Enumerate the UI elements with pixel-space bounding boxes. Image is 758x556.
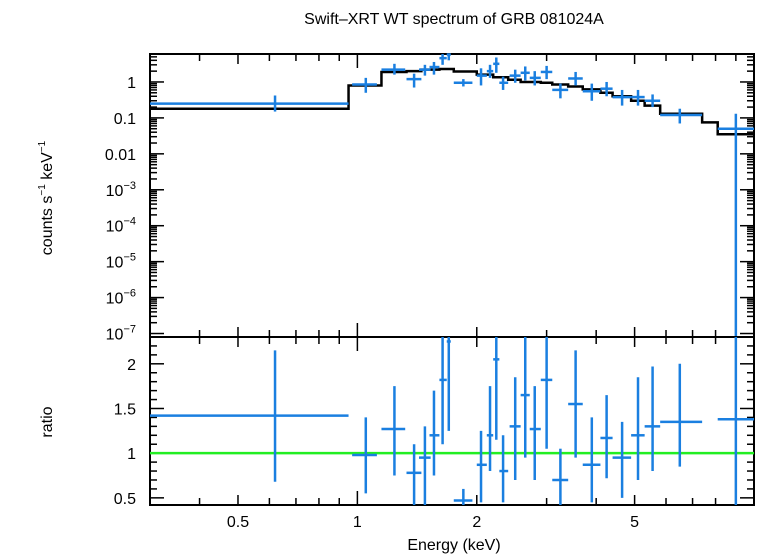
ratio-data-point [419,426,431,505]
spectrum-data-point [454,79,473,86]
spectrum-data-point [600,82,612,96]
ylabel-counts: counts s [39,196,56,256]
ratio-y-axis-label: ratio [39,406,56,437]
y-tick-label: 1 [127,75,136,92]
spectrum-data-point [660,109,702,124]
x-tick-label: 0.5 [227,514,249,531]
ratio-data-point [631,377,645,480]
ratio-data-point [493,337,499,440]
ratio-data-point [447,337,451,431]
spectrum-data-point [530,71,541,85]
spectrum-data-point [541,66,552,79]
spectrum-data-point [407,74,422,88]
spectrum-data-point [521,66,530,80]
chart-title: Swift–XRT WT spectrum of GRB 081024A [304,11,604,28]
y-tick-label: 10−3 [106,180,136,200]
spectrum-panel: 1 0.1 0.01 10−3 10−4 10−5 10−6 10−7 [105,54,754,344]
spectrum-data-point [477,68,487,85]
ratio-data-point [613,422,632,498]
y-tick-label: 10−4 [106,216,136,236]
spectrum-data-point [439,54,446,65]
ratio-data-point [568,350,583,457]
y-tick-label: 0.01 [105,147,136,164]
spectrum-data-point [493,57,499,72]
y-tick-label: 2 [127,357,136,374]
ratio-data-point [381,386,405,475]
y-tick-label: 0.5 [114,491,136,508]
ratio-data-point [352,417,377,493]
spectrum-data-point [583,84,601,101]
ratio-data-point [600,395,612,478]
y-tick-label: 1 [127,446,136,463]
ratio-data-point [439,337,446,444]
spectrum-data-point [568,72,583,85]
ratio-data-point [660,364,702,467]
ylabel-sup1: −1 [37,184,48,196]
x-tick-label: 2 [472,514,481,531]
y-tick-label: 0.1 [114,111,136,128]
ratio-data-point [487,386,493,471]
ratio-data-point [521,337,530,458]
spectrum-data-point [613,90,632,106]
ratio-panel: 0.5 1 2 5 0.5 1 1.5 2 [114,337,754,531]
ratio-data-point [510,377,521,480]
ratio-data-point [552,449,568,505]
spectrum-data-point [552,84,568,99]
y-tick-label: 10−5 [106,252,136,272]
ratio-data-point [541,337,552,449]
spectrum-data-point [631,90,645,106]
spectrum-data-point [352,78,377,93]
spectrum-chart: Swift–XRT WT spectrum of GRB 081024A 10.… [0,0,758,556]
ratio-data-point [477,431,487,502]
spectrum-data-point [499,77,508,90]
x-tick-label: 1 [353,514,362,531]
ratio-data-point [645,366,661,471]
x-axis-label: Energy (keV) [407,537,500,554]
x-tick-label: 5 [630,514,639,531]
spectrum-data-point [447,54,451,60]
y-tick-label: 10−6 [106,288,136,308]
ratio-data-point [530,386,541,480]
y-tick-label: 10−7 [106,324,136,344]
ratio-data-point [499,435,508,502]
ratio-data-point [454,489,473,505]
y-tick-label: 1.5 [114,401,136,418]
ratio-data-point [583,417,601,502]
ratio-data-point [150,350,349,481]
spectrum-data-point [430,62,440,75]
ylabel-sup2: −1 [37,140,48,152]
ylabel-kev: keV [39,152,56,184]
spectrum-y-axis-label: counts s−1 keV−1 [37,140,56,255]
spectrum-frame [150,54,754,337]
spectrum-data-point [419,65,431,76]
ratio-data-point [430,391,440,476]
model-histogram [150,69,754,134]
